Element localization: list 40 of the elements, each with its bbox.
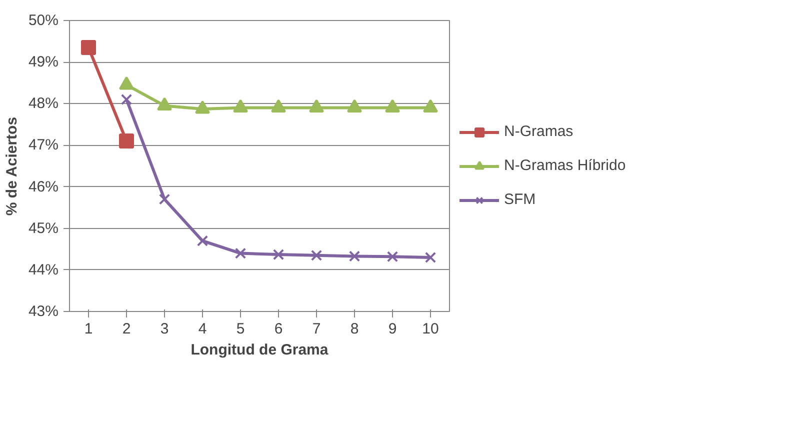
point	[423, 99, 438, 113]
legend-label: N-Gramas Híbrido	[504, 157, 626, 174]
y-tick-label: 43%	[28, 303, 59, 320]
point	[348, 250, 360, 262]
point	[424, 252, 436, 264]
y-tick-label: 45%	[28, 220, 59, 237]
point	[158, 194, 170, 205]
x-tick-label: 2	[122, 320, 131, 338]
point	[233, 99, 248, 113]
x-tick-label: 3	[160, 320, 169, 338]
y-tick-label: 47%	[28, 136, 59, 154]
y-tick-label: 46%	[28, 178, 59, 196]
x-axis-title: Longitud de Grama	[190, 342, 329, 358]
legend-label: SFM	[504, 191, 536, 208]
x-tick-label: 9	[388, 320, 397, 338]
point	[310, 250, 322, 261]
point	[271, 99, 286, 113]
point	[196, 235, 208, 246]
point	[234, 248, 246, 259]
point	[272, 248, 284, 260]
x-tick-label: 7	[312, 320, 321, 338]
x-tick-label: 8	[350, 320, 359, 338]
point	[195, 100, 210, 114]
x-tick-label: 5	[236, 320, 245, 338]
y-axis-title: % de Aciertos	[3, 116, 20, 216]
point	[119, 76, 134, 90]
y-tick-label: 44%	[28, 261, 59, 278]
y-tick-label: 50%	[28, 12, 59, 29]
point	[386, 251, 398, 262]
x-tick-label: 10	[422, 320, 439, 338]
x-tick-label: 6	[274, 320, 283, 338]
point	[309, 99, 324, 113]
point	[385, 99, 400, 113]
y-tick-label: 49%	[28, 54, 59, 71]
y-tick-label: 48%	[28, 95, 59, 112]
legend-label: N-Gramas	[504, 123, 574, 140]
x-tick-label: 1	[84, 320, 93, 338]
point	[347, 99, 362, 113]
x-tick-label: 4	[198, 320, 207, 338]
point	[157, 97, 172, 110]
